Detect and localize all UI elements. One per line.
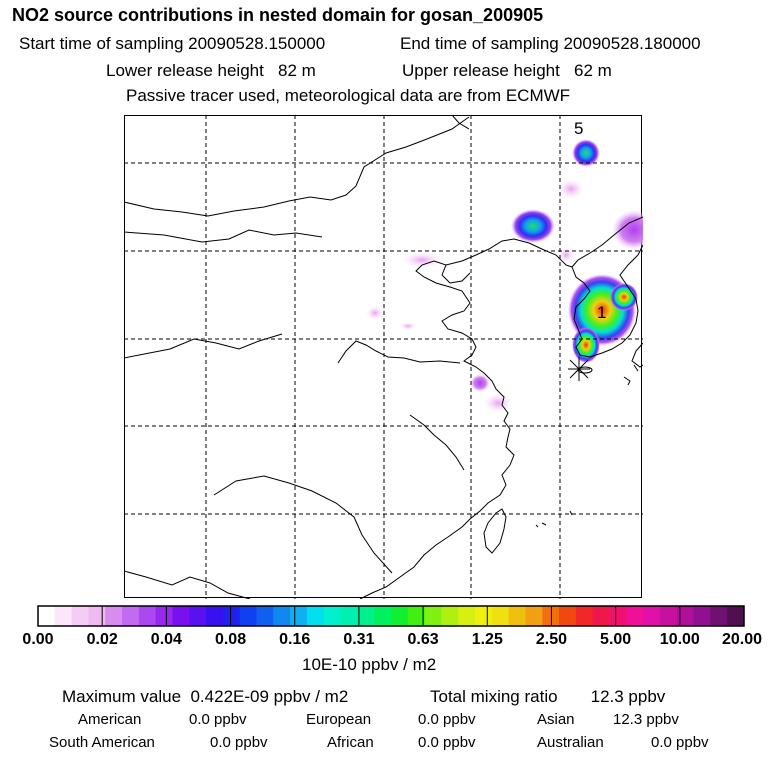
lower-release-height: Lower release height 82 m: [106, 61, 316, 80]
source-contribution-map: 5 1: [124, 115, 643, 599]
color-swatch: [256, 606, 274, 626]
color-swatch: [239, 606, 258, 626]
color-swatch: [676, 606, 695, 626]
asian-value: 12.3 ppbv: [613, 711, 679, 728]
african-value: 0.0 ppbv: [418, 734, 476, 751]
color-scale-tick-label: 0.08: [214, 631, 247, 648]
color-swatch: [122, 606, 140, 626]
color-swatch: [71, 606, 89, 626]
african-label: African: [327, 734, 374, 751]
european-label: European: [306, 711, 372, 728]
plot-title: NO2 source contributions in nested domai…: [12, 5, 544, 25]
color-scale-tick-label: 5.00: [600, 631, 632, 648]
color-swatch: [575, 606, 594, 626]
color-scale-tick-label: 10.00: [659, 631, 700, 648]
australian-label: Australian: [537, 734, 604, 751]
color-scale-tick-label: 0.00: [22, 631, 54, 648]
color-swatch: [290, 606, 308, 626]
color-swatch: [222, 606, 241, 626]
asian-label: Asian: [537, 711, 575, 728]
american-label: American: [78, 711, 142, 728]
color-scale-frame: [37, 605, 745, 627]
color-swatch: [727, 606, 745, 626]
maximum-value: Maximum value 0.422E-09 ppbv / m2: [62, 687, 349, 706]
australian-value: 0.0 ppbv: [651, 734, 709, 751]
color-scale-bar: [37, 605, 745, 627]
color-swatch: [659, 606, 678, 626]
color-swatch: [441, 606, 459, 626]
plume-bohai: [402, 252, 442, 268]
color-swatch: [626, 606, 644, 626]
color-scale-units: 10E-10 ppbv / m2: [302, 655, 437, 674]
plume-manchuria: [511, 209, 555, 243]
color-swatch: [323, 606, 342, 626]
lat-lon-grid: [124, 115, 643, 599]
american-value: 0.0 ppbv: [189, 711, 247, 728]
south-american-value: 0.0 ppbv: [210, 734, 268, 751]
color-swatch: [643, 606, 661, 626]
map-frame: [124, 115, 642, 598]
color-swatch: [340, 606, 358, 626]
total-mixing-ratio: Total mixing ratio 12.3 ppbv: [430, 687, 666, 706]
color-swatch: [609, 606, 627, 626]
plume-shandong: [470, 374, 490, 392]
end-time: End time of sampling 20090528.180000: [400, 34, 701, 53]
color-swatch: [592, 606, 611, 626]
color-swatch: [710, 606, 728, 626]
coastlines: [124, 115, 643, 599]
plume-north: [558, 179, 584, 199]
plume-source-5: [572, 139, 600, 167]
color-swatch: [172, 606, 190, 626]
color-swatch: [38, 606, 56, 626]
color-swatch: [475, 606, 493, 626]
plume-korea: [568, 274, 638, 363]
color-swatch: [491, 606, 510, 626]
color-swatch: [138, 606, 157, 626]
color-scale-tick-label: 0.63: [407, 631, 439, 648]
color-swatch: [407, 606, 426, 626]
south-american-label: South American: [49, 734, 155, 751]
color-scale-tick-label: 0.31: [343, 631, 375, 648]
start-time: Start time of sampling 20090528.150000: [19, 34, 326, 53]
color-swatch: [105, 606, 123, 626]
color-swatch: [508, 606, 526, 626]
color-swatch: [88, 606, 106, 626]
color-scale-tick-label: 0.16: [279, 631, 311, 648]
color-swatch: [693, 606, 711, 626]
source-label-5: 5: [574, 119, 583, 138]
color-swatch: [542, 606, 560, 626]
color-swatch: [273, 606, 291, 626]
european-value: 0.0 ppbv: [418, 711, 476, 728]
color-swatch: [306, 606, 325, 626]
color-swatch: [458, 606, 476, 626]
source-label-1: 1: [597, 303, 606, 322]
receptor-star-marker: [568, 357, 590, 381]
color-scale-tick-label: 20.00: [721, 631, 763, 648]
plume-inland: [366, 306, 384, 320]
color-swatch: [189, 606, 207, 626]
color-scale-tick-label: 1.25: [471, 631, 503, 648]
color-swatch: [357, 606, 375, 626]
color-swatch: [424, 606, 442, 626]
color-swatch: [374, 606, 392, 626]
color-swatch: [559, 606, 577, 626]
tracer-note: Passive tracer used, meteorological data…: [126, 86, 571, 105]
color-swatch: [155, 606, 173, 626]
upper-release-height: Upper release height 62 m: [402, 61, 612, 80]
color-scale-tick-label: 0.04: [150, 631, 182, 648]
plume-inland-small: [400, 322, 416, 330]
plume-shanghai: [484, 393, 512, 413]
color-swatch: [54, 606, 73, 626]
color-scale-tick-label: 2.50: [535, 631, 568, 648]
color-swatch: [206, 606, 224, 626]
color-swatch: [391, 606, 409, 626]
color-scale-tick-label: 0.02: [86, 631, 118, 648]
color-swatch: [525, 606, 543, 626]
